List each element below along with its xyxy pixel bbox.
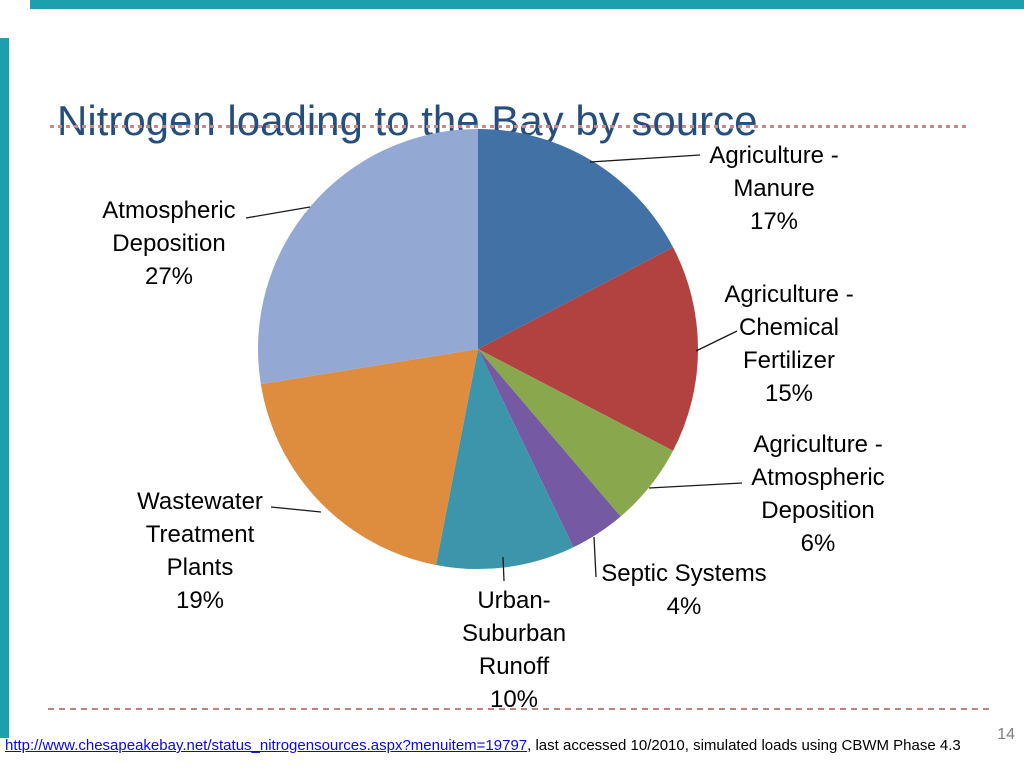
page-title: Nitrogen loading to the Bay by source (57, 97, 758, 145)
leader-line-atmospheric (245, 206, 311, 219)
source-link[interactable]: http://www.chesapeakebay.net/status_nitr… (5, 737, 528, 754)
pie-slices (258, 129, 698, 569)
pie-slice-3 (478, 349, 621, 548)
pie-label-septic-systems: Septic Systems 4% (601, 560, 767, 620)
pie-label-atmospheric-deposition: Atmospheric Deposition 27% (102, 197, 236, 290)
source-footer: http://www.chesapeakebay.net/status_nitr… (5, 737, 961, 754)
pie-label-wastewater-treatment: Wastewater Treatment Plants 19% (137, 488, 263, 614)
pie-label-ag-atmospheric: Agriculture - Atmospheric Deposition 6% (751, 431, 885, 557)
pie-slice-1 (478, 247, 698, 451)
theme-frame-top-bar (30, 0, 1024, 9)
theme-frame-left-bar (0, 38, 9, 738)
leader-line-wastewater (270, 506, 322, 513)
title-divider-dashed-line (50, 125, 970, 128)
pie-slice-4 (435, 349, 574, 569)
leader-line-septic (593, 536, 597, 578)
pie-label-urban-suburban-runoff: Urban- Suburban Runoff 10% (461, 587, 567, 713)
leader-line-manure (589, 154, 701, 163)
leader-line-ag-atmospheric (648, 482, 743, 489)
pie-slice-5 (260, 349, 478, 565)
leader-lines (245, 154, 743, 582)
leader-line-chemical-fertilizer (695, 330, 738, 352)
pie-label-chemical-fertilizer: Agriculture - Chemical Fertilizer 15% (724, 281, 854, 407)
page-number: 14 (997, 726, 1015, 743)
source-footer-text: , last accessed 10/2010, simulated loads… (527, 737, 961, 754)
footer-divider-dashed-line (48, 708, 993, 710)
pie-slice-2 (478, 349, 674, 517)
leader-line-urban-runoff (502, 556, 505, 582)
pie-label-agriculture-manure: Agriculture - Manure 17% (709, 142, 839, 235)
pie-slice-6 (258, 129, 478, 385)
pie-slice-0 (478, 129, 674, 349)
